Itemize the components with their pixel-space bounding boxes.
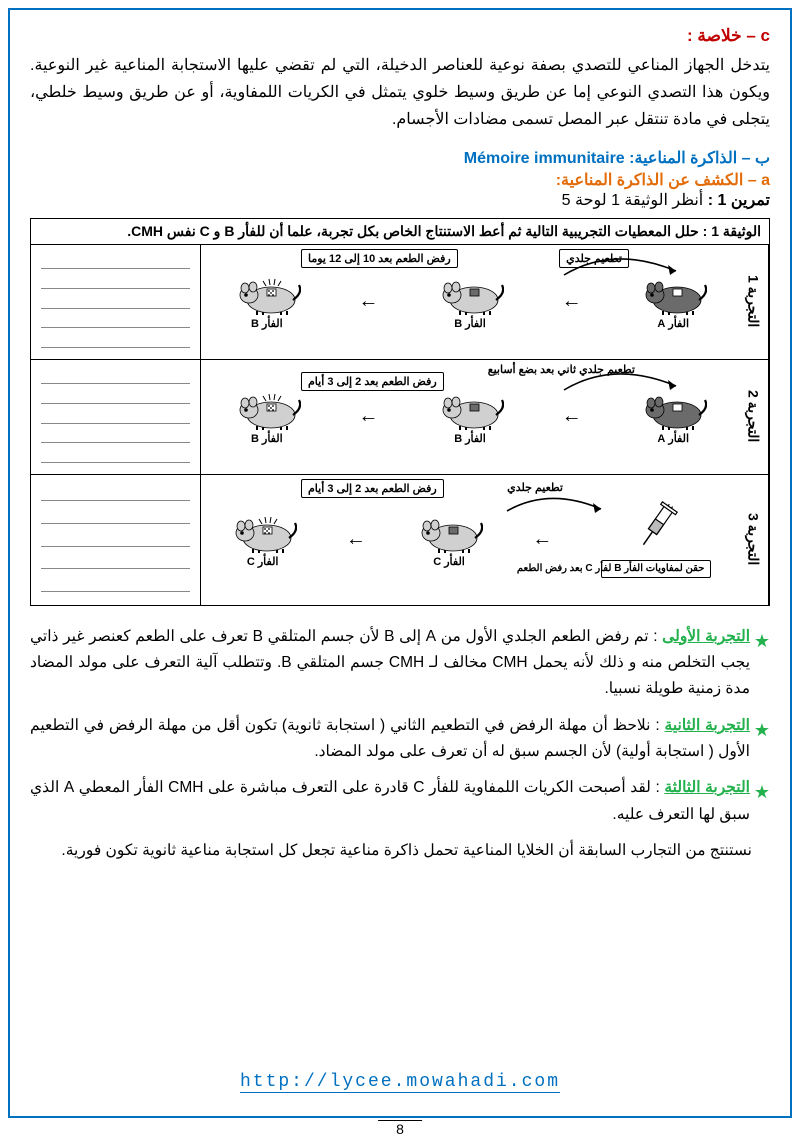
arrow-icon: ← — [344, 528, 368, 551]
row-1-label: التجربة 1 — [739, 245, 769, 359]
row-3-reject-label: رفض الطعم بعد 2 إلى 3 أيام — [301, 479, 444, 498]
blank-line — [41, 295, 190, 309]
blank-line — [41, 314, 190, 328]
arrow-icon: ← — [356, 290, 380, 313]
row-1-reject-label: رفض الطعم بعد 10 إلى 12 يوما — [301, 249, 458, 268]
mouse-a-2-label: الفأر A — [657, 432, 689, 445]
figure-table: الوثيقة 1 : حلل المعطيات التجريبية التال… — [30, 218, 770, 606]
mouse-icon — [436, 388, 504, 430]
row-3-diagram: تطعيم جلدي رفض الطعم بعد 2 إلى 3 أيام حق… — [201, 475, 739, 605]
arrow-icon: ← — [356, 405, 380, 428]
mouse-c-3b-label: الفأر C — [247, 555, 279, 568]
exp1-label: التجربة الأولى — [662, 628, 750, 645]
syringe-icon — [624, 495, 688, 563]
exp3-text: : لقد أصبحت الكريات اللمفاوية للفأر C قا… — [30, 779, 750, 822]
figure-header: الوثيقة 1 : حلل المعطيات التجريبية التال… — [31, 219, 769, 245]
blank-line — [41, 255, 190, 269]
mouse-b-2-label: الفأر B — [454, 432, 486, 445]
mouse-icon — [229, 511, 297, 553]
curved-arrow-icon — [554, 366, 684, 396]
section-b-fr: Mémoire immunitaire — [464, 150, 625, 167]
blank-line — [41, 410, 190, 424]
section-b-heading: ب – الذاكرة المناعية: Mémoire immunitair… — [30, 148, 770, 168]
star-icon: ★ — [754, 626, 770, 657]
exercise-label: تمرين 1 : — [708, 192, 770, 209]
blank-line — [41, 487, 190, 501]
footer-link[interactable]: http://lycee.mowahadi.com — [10, 1072, 790, 1092]
section-a-heading: a – الكشف عن الذاكرة المناعية: — [30, 170, 770, 190]
row-2-reject-label: رفض الطعم بعد 2 إلى 3 أيام — [301, 372, 444, 391]
blank-line — [41, 555, 190, 569]
mouse-icon — [233, 388, 301, 430]
mouse-icon — [415, 511, 483, 553]
mouse-c-3-label: الفأر C — [433, 555, 465, 568]
mouse-c-3: الفأر C — [415, 511, 483, 568]
row-3-blank — [31, 475, 201, 605]
row-3-label: التجربة 3 — [739, 475, 769, 605]
mouse-a-1: الفأر A — [639, 273, 707, 330]
exp3-label: التجربة الثالثة — [664, 779, 750, 796]
row-1-diagram: تطعيم جلدي رفض الطعم بعد 10 إلى 12 يوما … — [201, 245, 739, 359]
blank-line — [41, 334, 190, 348]
curved-arrow-icon — [499, 491, 609, 517]
mouse-a-1-label: الفأر A — [657, 317, 689, 330]
blank-line — [41, 449, 190, 463]
mouse-icon — [436, 273, 504, 315]
syringe-box: حقن لمفاويات الفأر B لفأر C بعد رفض الطع… — [601, 501, 711, 578]
analysis-exp1: ★ التجربة الأولى : تم رفض الطعم الجلدي ا… — [30, 624, 770, 703]
row-2-label: التجربة 2 — [739, 360, 769, 474]
analysis-exp2: ★ التجربة الثانية : نلاحظ أن مهلة الرفض … — [30, 713, 770, 766]
exp1-text: : تم رفض الطعم الجلدي الأول من A إلى B ل… — [30, 628, 750, 698]
blank-line — [41, 370, 190, 384]
star-icon: ★ — [754, 715, 770, 746]
mouse-b-1-label: الفأر B — [454, 317, 486, 330]
mouse-b-2: الفأر B — [436, 388, 504, 445]
mouse-b-1b: الفأر B — [233, 273, 301, 330]
figure-row-1: التجربة 1 تطعيم جلدي رفض الطعم بعد 10 إل… — [31, 245, 769, 360]
analysis-exp3: ★ التجربة الثالثة : لقد أصبحت الكريات ال… — [30, 775, 770, 828]
summary-title: c – خلاصة : — [30, 26, 770, 46]
mouse-c-3b: الفأر C — [229, 511, 297, 568]
exercise-text: أنظر الوثيقة 1 لوحة 5 — [562, 192, 704, 209]
arrow-icon: ← — [530, 528, 554, 551]
blank-line — [41, 578, 190, 592]
blank-line — [41, 533, 190, 547]
blank-line — [41, 275, 190, 289]
mouse-b-2b: الفأر B — [233, 388, 301, 445]
curved-arrow-icon — [554, 251, 684, 281]
mouse-icon — [233, 273, 301, 315]
figure-row-3: التجربة 3 تطعيم جلدي رفض الطعم بعد 2 إلى… — [31, 475, 769, 605]
exp2-text: : نلاحظ أن مهلة الرفض في التطعيم الثاني … — [30, 717, 750, 760]
analysis-block: ★ التجربة الأولى : تم رفض الطعم الجلدي ا… — [30, 624, 770, 828]
exercise-line: تمرين 1 : أنظر الوثيقة 1 لوحة 5 — [30, 190, 770, 210]
figure-row-2: التجربة 2 تطعيم جلدي ثاني بعد بضع أسابيع… — [31, 360, 769, 475]
blank-line — [41, 390, 190, 404]
arrow-icon: ← — [560, 290, 584, 313]
page-number: 8 — [378, 1120, 422, 1137]
blank-line — [41, 429, 190, 443]
row-3-inject-label: حقن لمفاويات الفأر B لفأر C بعد رفض الطع… — [601, 560, 711, 578]
mouse-a-2: الفأر A — [639, 388, 707, 445]
row-1-blank — [31, 245, 201, 359]
arrow-icon: ← — [560, 405, 584, 428]
row-2-diagram: تطعيم جلدي ثاني بعد بضع أسابيع رفض الطعم… — [201, 360, 739, 474]
row-2-blank — [31, 360, 201, 474]
blank-line — [41, 510, 190, 524]
mouse-b-2b-label: الفأر B — [251, 432, 283, 445]
mouse-b-1b-label: الفأر B — [251, 317, 283, 330]
exp2-label: التجربة الثانية — [665, 717, 750, 734]
mouse-b-1: الفأر B — [436, 273, 504, 330]
footer-url: http://lycee.mowahadi.com — [240, 1072, 560, 1093]
summary-text: يتدخل الجهاز المناعي للتصدي بصفة نوعية ل… — [30, 52, 770, 134]
star-icon: ★ — [754, 777, 770, 808]
section-b-ar: ب – الذاكرة المناعية: — [629, 150, 770, 167]
conclusion-text: نستنتج من التجارب السابقة أن الخلايا الم… — [30, 838, 770, 864]
